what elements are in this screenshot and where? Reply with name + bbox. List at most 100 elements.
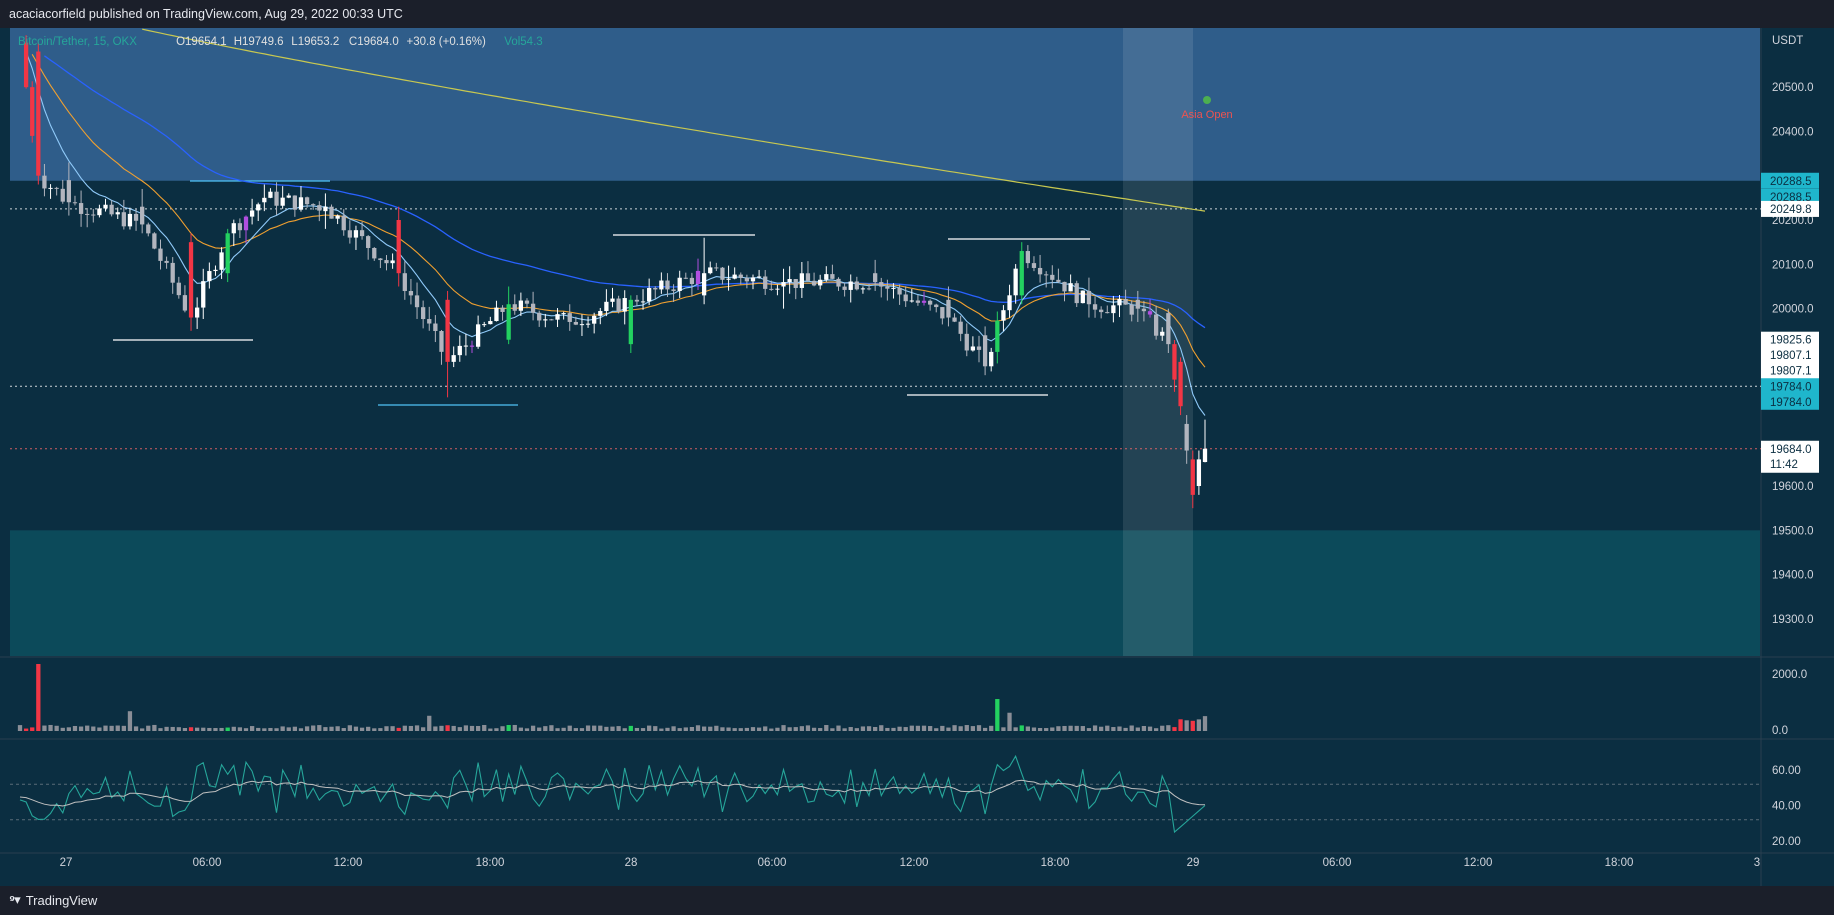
candle-body [842, 286, 847, 290]
price-tick: 20000.0 [1772, 304, 1814, 316]
candle-body [958, 321, 963, 334]
candle-body [579, 324, 585, 326]
price-tick: 20500.0 [1772, 82, 1814, 94]
candle-body [1196, 459, 1202, 486]
candle-body [359, 230, 365, 237]
volume-tick: 2000.0 [1772, 669, 1807, 681]
volume-bar [940, 725, 945, 731]
candle-body [158, 248, 163, 261]
candle-body [249, 210, 255, 217]
volume-bar [133, 726, 139, 731]
price-badge: 20288.5 [1770, 176, 1812, 188]
supply-zone [10, 28, 1760, 181]
volume-bar [469, 725, 475, 731]
candle-body [347, 230, 352, 238]
candle-body [243, 216, 249, 231]
time-tick: 06:00 [193, 857, 222, 869]
candle-body [54, 187, 59, 189]
volume-bar [1129, 725, 1134, 731]
candle-body [1068, 283, 1073, 292]
candle-body [323, 206, 328, 212]
candle-body [683, 277, 688, 279]
volume-bar [103, 725, 108, 731]
time-tick: 06:00 [758, 857, 787, 869]
candle-body [1031, 263, 1037, 268]
volume-bar [225, 727, 230, 731]
candle-body [610, 298, 615, 302]
volume-bar [616, 726, 621, 731]
volume-bar [414, 725, 420, 731]
volume-bar [1062, 725, 1067, 731]
volume-bar [304, 726, 310, 731]
candle-body [115, 212, 120, 215]
legend-close: C19684.0 [349, 36, 399, 48]
volume-bar [152, 724, 157, 731]
price-badge: 19807.1 [1770, 350, 1812, 362]
candle-body [921, 300, 927, 303]
candle-body [549, 319, 554, 321]
rsi-line [19, 754, 1206, 834]
volume-bar [1184, 720, 1189, 731]
volume-bar [604, 726, 609, 731]
volume-bar [109, 725, 114, 731]
volume-bar [390, 726, 395, 731]
volume-bar [1086, 728, 1092, 731]
volume-bar [1166, 725, 1171, 731]
volume-bar [1050, 727, 1055, 731]
volume-bar [48, 724, 53, 731]
volume-bar [726, 727, 731, 731]
volume-bar [952, 725, 957, 731]
candle-body [976, 346, 982, 350]
candle-body [427, 319, 432, 324]
price-badge-bg [1761, 347, 1819, 364]
volume-bar [537, 727, 542, 731]
candle-body [585, 323, 591, 325]
tradingview-brand[interactable]: ⁹▾ TradingView [9, 892, 97, 908]
time-tick: 18:00 [1041, 857, 1070, 869]
volume-bar [494, 728, 499, 731]
candle-body [304, 197, 310, 205]
volume-bar [243, 728, 249, 731]
volume-bar [97, 727, 102, 731]
candle-body [121, 212, 126, 227]
candle-body [488, 321, 493, 325]
volume-bar [1044, 728, 1049, 731]
volume-tick: 0.0 [1772, 725, 1788, 737]
candle-body [1111, 305, 1116, 314]
price-badge: 19807.1 [1770, 366, 1812, 378]
volume-bar [934, 728, 939, 731]
volume-bar [54, 725, 59, 731]
candle-body [879, 282, 884, 287]
volume-bar [280, 726, 285, 731]
price-badge: 19825.6 [1770, 335, 1812, 347]
volume-bar [677, 728, 682, 731]
candle-body [274, 191, 279, 206]
candle-body [750, 277, 756, 282]
volume-bar [866, 726, 872, 731]
legend-low: L19653.2 [291, 36, 339, 48]
time-tick: 29 [1187, 857, 1200, 869]
candle-body [457, 345, 462, 356]
candle-body [897, 287, 902, 295]
volume-bar [860, 726, 866, 731]
candle-body [408, 291, 414, 296]
candle-body [48, 187, 53, 189]
candle-body [445, 299, 450, 362]
candle-body [616, 298, 621, 312]
volume-bar [457, 727, 462, 731]
volume-bar [292, 726, 298, 731]
volume-bar [640, 728, 646, 731]
volume-bar [811, 727, 817, 731]
candle-body [671, 289, 676, 291]
volume-bar [824, 725, 829, 731]
candle-body [537, 312, 542, 321]
volume-bar [1001, 727, 1006, 731]
candle-body [97, 208, 102, 216]
candle-body [1117, 299, 1122, 306]
candle-body [42, 175, 47, 189]
candle-body [433, 323, 438, 332]
candle-body [164, 260, 169, 263]
volume-bar [433, 726, 438, 731]
volume-bar [164, 726, 169, 731]
